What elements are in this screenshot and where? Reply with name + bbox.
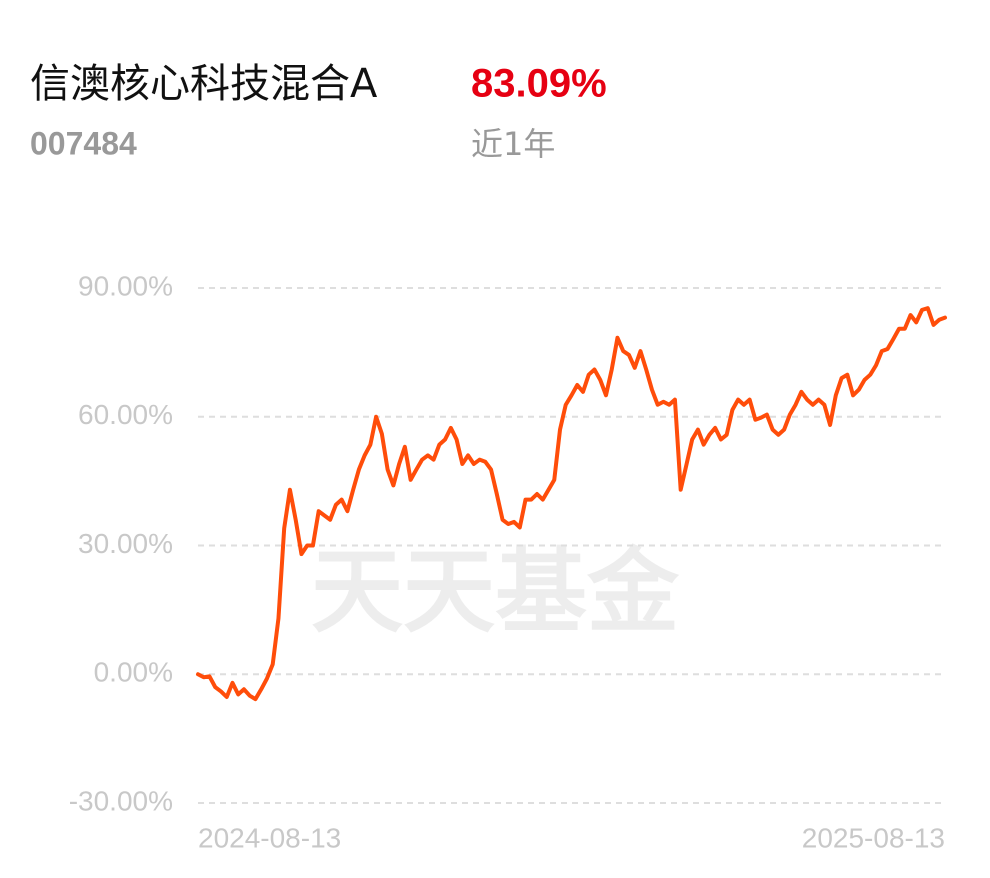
period-label: 近1年 — [471, 125, 555, 163]
y-tick-label: 0.00% — [94, 657, 173, 688]
fund-code: 007484 — [30, 125, 137, 161]
watermark: 天天基金 — [311, 538, 680, 645]
fund-title: 信澳核心科技混合A — [30, 61, 378, 107]
x-tick-label: 2025-08-13 — [802, 822, 945, 853]
nav-line — [196, 306, 947, 702]
y-tick-label: 30.00% — [78, 528, 173, 559]
y-tick-label: -30.00% — [69, 785, 173, 816]
y-tick-label: 90.00% — [78, 270, 173, 301]
x-tick-label: 2024-08-13 — [198, 822, 341, 853]
y-tick-label: 60.00% — [78, 399, 173, 430]
return-value: 83.09% — [471, 62, 607, 106]
